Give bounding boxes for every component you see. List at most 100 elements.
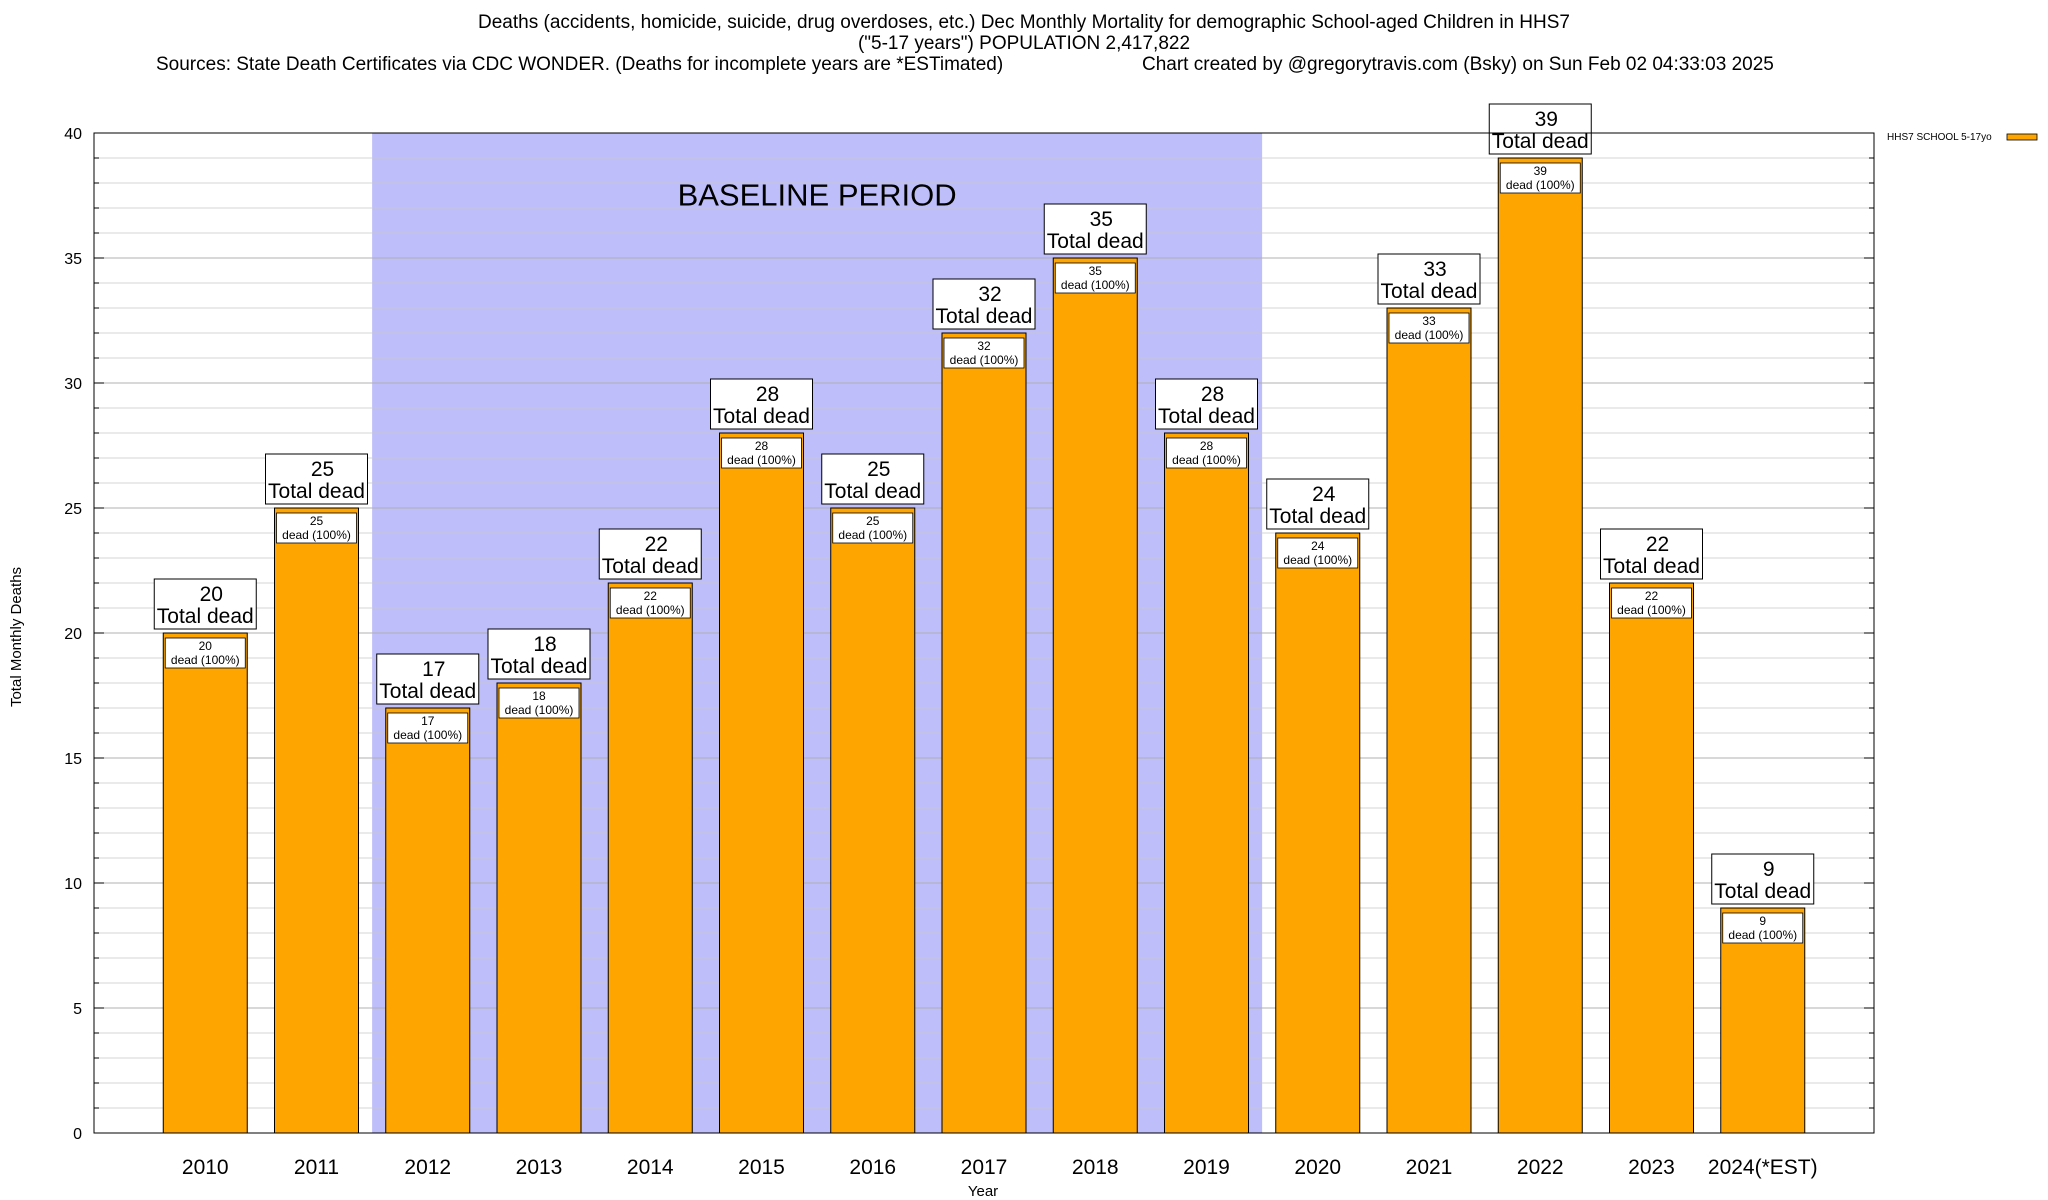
bar-total-value-label: 22 — [1646, 533, 1669, 556]
bar-total-text-label: Total dead — [268, 480, 365, 503]
bar-total-text-label: Total dead — [1714, 880, 1811, 903]
bar-total-label-box — [1488, 103, 1592, 155]
bar-total-text-label: Total dead — [157, 605, 254, 628]
plot-frame — [93, 132, 1875, 1134]
bar-inner-value-label: 17 — [421, 714, 435, 728]
bar-inner-value-label: 28 — [755, 439, 769, 453]
bar — [1164, 432, 1249, 1134]
x-tick-label: 2012 — [404, 1156, 451, 1179]
bar-inner-value-label: 9 — [1759, 914, 1766, 928]
bar-inner-label-box — [721, 437, 802, 469]
x-tick-label: 2021 — [1406, 1156, 1453, 1179]
bar-total-label-box — [1043, 203, 1147, 255]
bar-inner-value-label: 32 — [977, 339, 991, 353]
bar — [1386, 307, 1472, 1134]
bar-inner-label-box — [387, 712, 469, 744]
bar-total-label-box — [1600, 528, 1703, 580]
bar-total-text-label: Total dead — [1381, 280, 1478, 303]
bar-total-label-box — [932, 278, 1036, 330]
bar — [719, 432, 804, 1134]
bar-inner-value-label: 35 — [1089, 264, 1103, 278]
bar-total-label-box — [1377, 253, 1481, 305]
bar — [607, 582, 693, 1134]
bar-inner-value-label: 33 — [1422, 314, 1436, 328]
bar-inner-label-box — [609, 587, 691, 619]
chart-credit: Chart created by @gregorytravis.com (Bsk… — [1142, 54, 1774, 75]
bar-total-value-label: 24 — [1312, 483, 1336, 506]
bar-inner-label-box — [1388, 312, 1470, 344]
bar-inner-label-box — [1611, 587, 1692, 619]
bar-inner-percent-label: dead (100%) — [616, 603, 685, 617]
y-tick-label: 0 — [73, 1126, 82, 1143]
bar-inner-label-box — [1499, 162, 1581, 194]
bar-total-text-label: Total dead — [1492, 130, 1589, 153]
bar-inner-percent-label: dead (100%) — [1061, 278, 1130, 292]
bar-total-label-box — [153, 578, 257, 630]
bar-total-value-label: 20 — [200, 583, 223, 606]
bar-inner-percent-label: dead (100%) — [1506, 178, 1575, 192]
y-tick-label: 10 — [64, 876, 82, 893]
bar-inner-label-box — [498, 687, 580, 719]
bar-total-label-box — [821, 453, 925, 505]
bar — [941, 332, 1027, 1134]
bar — [385, 707, 471, 1134]
bar-total-label-box — [710, 378, 813, 430]
chart-title-block: Deaths (accidents, homicide, suicide, dr… — [0, 12, 2048, 75]
x-tick-label: 2011 — [294, 1156, 339, 1179]
bar-inner-label-box — [1722, 912, 1804, 944]
bar-inner-percent-label: dead (100%) — [1395, 328, 1464, 342]
y-tick-label: 25 — [64, 501, 82, 518]
bar-total-label-box — [1266, 478, 1370, 530]
bar-total-text-label: Total dead — [936, 305, 1033, 328]
bar-inner-value-label: 24 — [1311, 539, 1325, 553]
bar-total-value-label: 25 — [867, 458, 890, 481]
bar-inner-label-box — [943, 337, 1025, 369]
y-tick-label: 40 — [64, 126, 82, 143]
bar-inner-percent-label: dead (100%) — [950, 353, 1019, 367]
x-tick-label: 2014 — [627, 1156, 674, 1179]
bar — [162, 632, 248, 1134]
x-tick-label: 2013 — [516, 1156, 563, 1179]
y-tick-label: 35 — [64, 251, 82, 268]
bar-total-label-box — [598, 528, 702, 580]
bar-total-value-label: 35 — [1090, 208, 1113, 231]
bar-total-text-label: Total dead — [602, 555, 699, 578]
bar-inner-percent-label: dead (100%) — [393, 728, 462, 742]
bar — [274, 507, 359, 1134]
bar — [1275, 532, 1361, 1134]
baseline-period-label: BASELINE PERIOD — [678, 178, 957, 213]
bar-total-text-label: Total dead — [1158, 405, 1255, 428]
bar-inner-percent-label: dead (100%) — [1728, 928, 1797, 942]
bar-inner-label-box — [1166, 437, 1247, 469]
bar-total-text-label: Total dead — [491, 655, 588, 678]
x-tick-label: 2018 — [1072, 1156, 1119, 1179]
bar-total-label-box — [265, 453, 368, 505]
y-axis-title: Total Monthly Deaths — [8, 567, 25, 707]
bar-total-text-label: Total dead — [824, 480, 921, 503]
bar-inner-value-label: 18 — [532, 689, 546, 703]
bar-total-text-label: Total dead — [1603, 555, 1700, 578]
bar — [1497, 157, 1583, 1134]
bar-total-value-label: 9 — [1763, 858, 1775, 881]
y-tick-label: 5 — [73, 1001, 82, 1018]
bar — [830, 507, 916, 1134]
bar — [496, 682, 582, 1134]
bar — [1720, 907, 1806, 1134]
bar-total-text-label: Total dead — [379, 680, 476, 703]
bar-inner-label-box — [164, 637, 246, 669]
bar-inner-value-label: 28 — [1200, 439, 1214, 453]
bar-inner-label-box — [1277, 537, 1359, 569]
bar-total-label-box — [376, 653, 480, 705]
bar-inner-value-label: 20 — [199, 639, 213, 653]
bar-total-value-label: 25 — [311, 458, 334, 481]
chart-title: Deaths (accidents, homicide, suicide, dr… — [478, 12, 1570, 33]
bar-inner-percent-label: dead (100%) — [1283, 553, 1352, 567]
bar-inner-percent-label: dead (100%) — [1172, 453, 1241, 467]
bar-total-value-label: 33 — [1423, 258, 1446, 281]
bar-total-value-label: 28 — [756, 383, 779, 406]
bar-inner-value-label: 39 — [1534, 164, 1548, 178]
bar-inner-value-label: 25 — [310, 514, 324, 528]
bar-total-label-box — [1155, 378, 1258, 430]
bar-total-value-label: 39 — [1535, 108, 1558, 131]
